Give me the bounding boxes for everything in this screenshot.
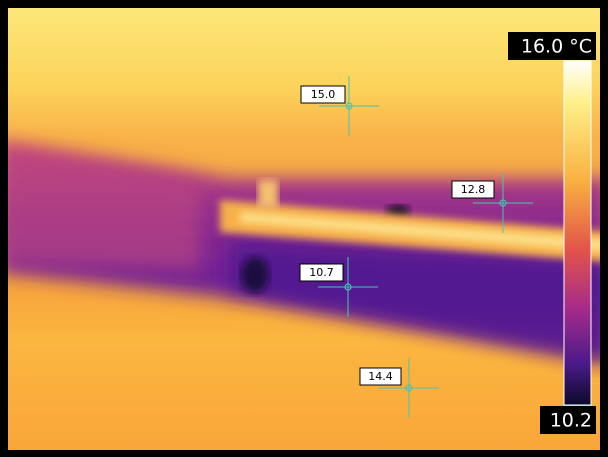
- thermal-image: [8, 8, 600, 450]
- spot-label: 15.0: [311, 88, 336, 101]
- spot-center: [344, 283, 352, 291]
- scale-min-box: [540, 406, 596, 434]
- spot-center: [405, 384, 413, 392]
- spot-center: [345, 102, 353, 110]
- spot-label-box: [300, 85, 346, 104]
- spot-label: 12.8: [461, 183, 486, 196]
- scale-max-box: [508, 32, 596, 60]
- spot-measurements: 15.0 12.8 10.7 14.4: [299, 76, 533, 418]
- spot-label-box: [451, 180, 495, 199]
- color-scale: [563, 60, 592, 406]
- spot-label-box: [359, 367, 402, 386]
- scale-max: 16.0 °C: [521, 36, 592, 58]
- spot-label: 10.7: [309, 266, 334, 279]
- spot-label: 14.4: [368, 370, 393, 383]
- spot-center: [499, 199, 507, 207]
- scale-min: 10.2: [550, 410, 592, 432]
- spot-label-box: [299, 263, 344, 282]
